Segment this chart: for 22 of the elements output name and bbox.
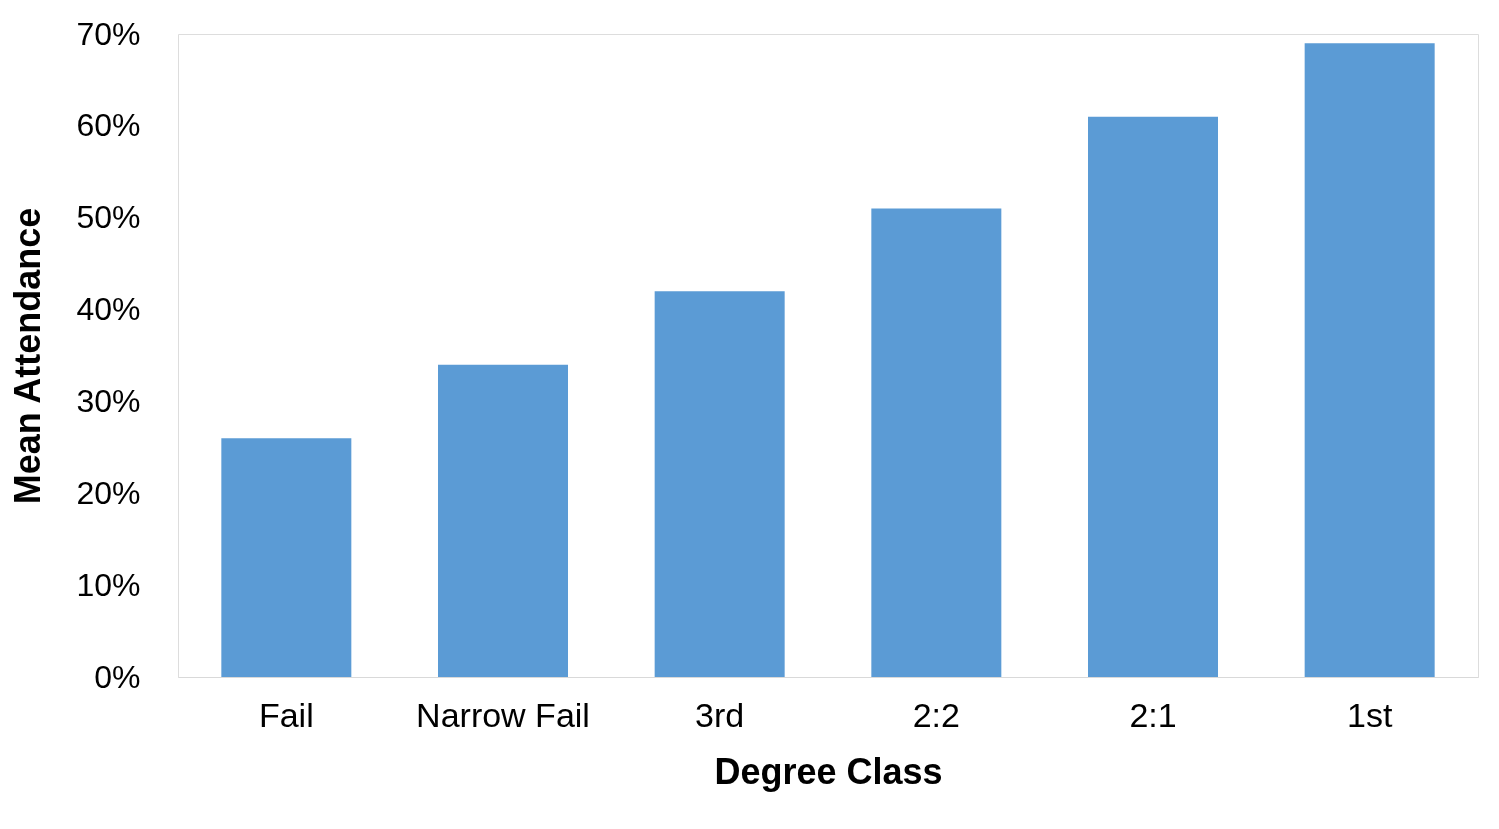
- x-tick-label: 2:1: [1129, 695, 1177, 734]
- y-tick-label: 40%: [76, 291, 141, 328]
- bar: [438, 364, 568, 677]
- x-tick-label: 2:2: [912, 695, 960, 734]
- y-tick-label: 10%: [76, 566, 141, 603]
- y-tick-label: 60%: [76, 107, 141, 144]
- bar: [1088, 116, 1218, 677]
- y-tick-label: 70%: [76, 15, 141, 52]
- x-tick-label: 1st: [1346, 695, 1393, 734]
- y-tick-label: 50%: [76, 199, 141, 236]
- x-axis-title: Degree Class: [714, 750, 943, 792]
- y-tick-label: 30%: [76, 382, 141, 419]
- y-axis-title: Mean Attendance: [7, 207, 49, 505]
- y-tick-label: 20%: [76, 474, 141, 511]
- x-tick-label: Fail: [258, 695, 314, 734]
- bar: [1304, 43, 1435, 677]
- x-tick-label: Narrow Fail: [416, 695, 590, 734]
- bar: [221, 438, 352, 677]
- x-tick-label: 3rd: [695, 695, 745, 734]
- bar: [871, 208, 1002, 677]
- bar: [654, 291, 785, 677]
- y-tick-label: 0%: [94, 658, 141, 695]
